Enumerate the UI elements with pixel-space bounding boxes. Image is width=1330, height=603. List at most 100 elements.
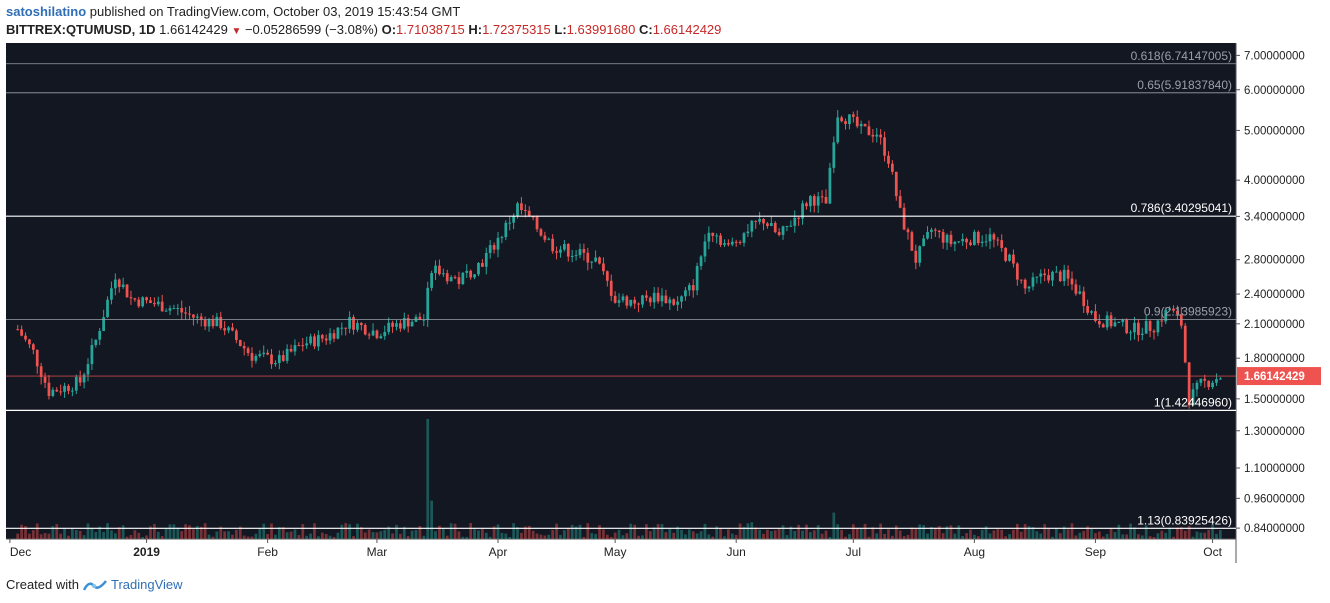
candle — [336, 326, 340, 340]
candle-body — [855, 116, 859, 127]
candle — [976, 230, 980, 246]
volume-bar — [406, 536, 410, 539]
candle-body — [320, 335, 324, 339]
volume-bar — [535, 533, 539, 539]
candle-body — [406, 317, 410, 327]
time-axis — [6, 539, 1236, 563]
candle-body — [996, 239, 1000, 241]
volume-bar — [371, 532, 375, 539]
tradingview-link[interactable]: TradingView — [110, 577, 183, 592]
volume-bar — [1187, 525, 1191, 539]
candle-body — [457, 277, 461, 285]
volume-bar — [512, 523, 515, 539]
candle — [555, 246, 558, 260]
candle-body — [957, 241, 961, 243]
candle-body — [1168, 308, 1171, 310]
candle — [980, 235, 984, 248]
volume-bar — [629, 523, 633, 539]
candle — [820, 190, 824, 204]
candle-body — [156, 301, 160, 305]
candle-body — [586, 252, 590, 263]
candle-body — [195, 316, 199, 318]
candle — [1058, 269, 1062, 283]
candle-body — [645, 295, 648, 298]
candle — [789, 220, 793, 227]
candle — [828, 162, 832, 205]
candle-body — [633, 299, 637, 304]
candle — [1035, 276, 1039, 284]
candle — [832, 136, 836, 173]
candle — [449, 275, 453, 282]
candle — [758, 211, 761, 225]
candle — [481, 259, 484, 268]
candle-body — [863, 123, 867, 127]
volume-bar — [301, 524, 305, 539]
volume-bar — [16, 533, 20, 539]
volume-bar — [344, 523, 348, 539]
y-tick-label: 1.30000000 — [1244, 426, 1305, 438]
volume-bar — [1070, 523, 1074, 539]
volume-bar — [805, 524, 808, 539]
candle-body — [1043, 273, 1047, 276]
chart-svg[interactable]: 0.618(6.74147005) 0.65(5.91837840) 0.786(3… — [6, 43, 1323, 563]
candle — [949, 230, 953, 247]
x-tick-label: Jun — [727, 545, 746, 559]
volume-bar — [246, 536, 250, 539]
candle-body — [687, 285, 691, 291]
candle — [180, 300, 184, 320]
volume-bar — [523, 526, 527, 539]
candle — [1152, 329, 1156, 340]
candle-body — [71, 390, 74, 392]
volume-bar — [687, 529, 691, 539]
fib-level-label: 1.13(0.83925426) — [1137, 513, 1232, 527]
candle-body — [231, 327, 234, 331]
candle — [746, 223, 750, 237]
volume-bar — [1039, 533, 1043, 539]
candle-body — [188, 313, 191, 315]
volume-bar — [172, 524, 176, 539]
candle — [738, 240, 742, 245]
volume-bar — [664, 532, 668, 539]
candle — [699, 255, 703, 270]
candle-body — [1191, 389, 1195, 406]
volume-bar — [211, 536, 215, 539]
candle — [352, 314, 355, 335]
candle — [379, 333, 383, 339]
author-link[interactable]: satoshilatino — [6, 4, 87, 19]
volume-bar — [1012, 529, 1015, 539]
candle — [1039, 269, 1043, 284]
candle — [371, 323, 375, 337]
candle — [969, 239, 972, 247]
candle — [469, 269, 473, 280]
volume-bar — [933, 527, 937, 539]
candle — [812, 194, 816, 213]
volume-bar — [832, 512, 836, 539]
candle-body — [988, 234, 992, 242]
candle — [1078, 285, 1082, 295]
volume-bar — [879, 523, 883, 539]
candle — [1172, 305, 1175, 313]
candle-body — [453, 277, 457, 279]
candle-body — [801, 203, 804, 219]
candle-body — [1027, 286, 1031, 289]
candle-body — [106, 299, 109, 318]
candle-body — [879, 134, 883, 138]
volume-bar — [930, 527, 933, 539]
candle — [816, 191, 820, 214]
volume-bar — [1211, 524, 1214, 539]
volume-bar — [785, 535, 789, 539]
candle — [1144, 314, 1148, 334]
volume-bar — [242, 535, 246, 539]
candle — [894, 171, 898, 201]
volume-bar — [937, 526, 941, 539]
candle-body — [438, 265, 441, 275]
candle-body — [730, 241, 734, 245]
candle — [906, 227, 910, 240]
candle — [293, 339, 297, 356]
candle-body — [55, 389, 59, 392]
volume-bar — [738, 523, 742, 539]
candle — [613, 291, 617, 304]
candle-body — [301, 345, 305, 347]
candle-body — [1066, 269, 1070, 279]
price-chart[interactable]: 0.618(6.74147005) 0.65(5.91837840) 0.786(3… — [6, 43, 1323, 563]
